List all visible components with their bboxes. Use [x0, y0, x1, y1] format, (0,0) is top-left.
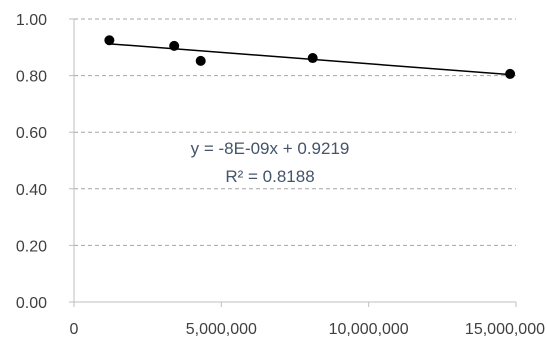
- y-tick-label-0: 0.00: [16, 295, 47, 312]
- y-tick-label-5: 1.00: [16, 12, 47, 29]
- gridlines: [74, 18, 516, 246]
- trendline-r-squared: R² = 0.8188: [225, 167, 314, 186]
- data-point-0: [104, 35, 115, 46]
- data-point-4: [505, 68, 516, 79]
- x-axis-tick-labels: 0 5,000,000 10,000,000 15,000,000: [70, 321, 546, 338]
- data-point-1: [169, 40, 180, 51]
- data-points: [104, 35, 516, 79]
- axes: [69, 18, 517, 307]
- y-axis-tick-labels: 0.00 0.20 0.40 0.60 0.80 1.00: [16, 12, 47, 312]
- trendline-equation: y = -8E-09x + 0.9219: [191, 139, 350, 158]
- y-tick-label-2: 0.40: [16, 182, 47, 199]
- y-tick-label-1: 0.20: [16, 238, 47, 255]
- data-point-2: [195, 55, 206, 66]
- x-tick-label-0: 0: [70, 321, 79, 338]
- x-tick-label-1: 5,000,000: [186, 321, 257, 338]
- data-point-3: [307, 53, 318, 64]
- x-tick-label-3: 15,000,000: [465, 321, 545, 338]
- x-tick-label-2: 10,000,000: [329, 321, 409, 338]
- y-tick-label-3: 0.60: [16, 125, 47, 142]
- y-tick-label-4: 0.80: [16, 69, 47, 86]
